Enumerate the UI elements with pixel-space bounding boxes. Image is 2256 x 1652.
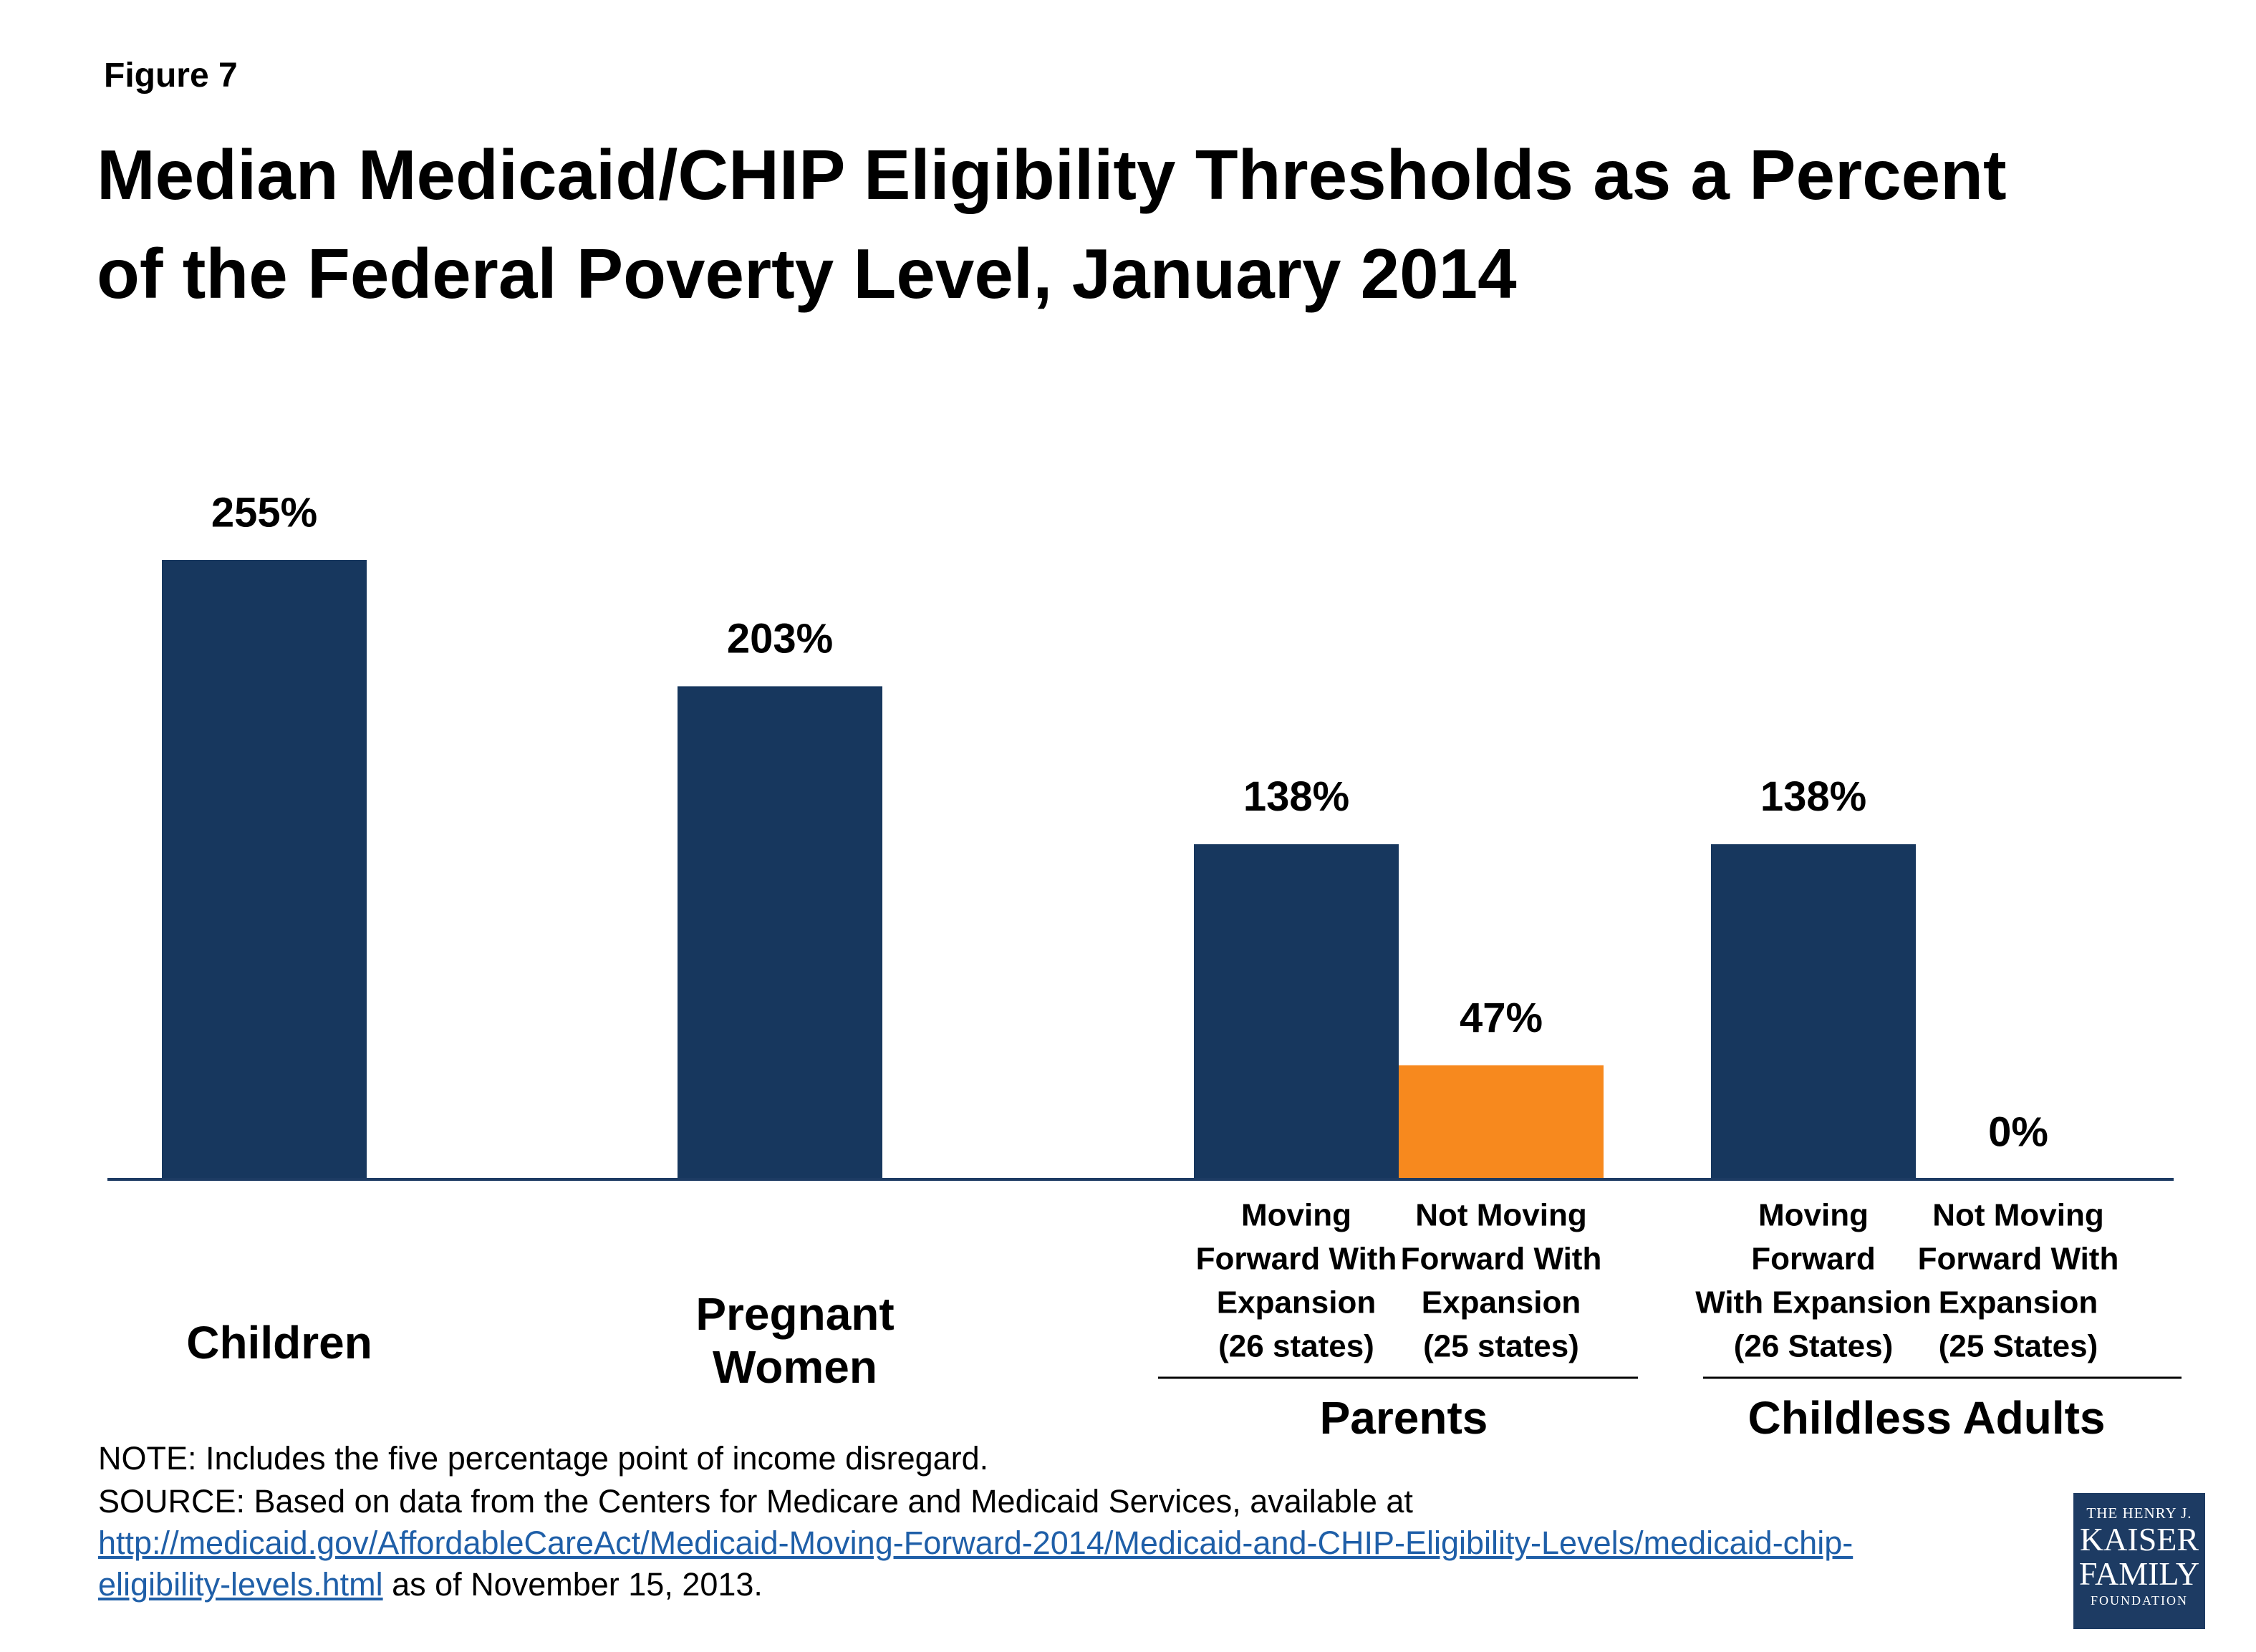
source-url-line-1: http://medicaid.gov/AffordableCareAct/Me…: [98, 1522, 1853, 1564]
group-label-4-line-1: Childless Adults: [1748, 1392, 2105, 1444]
bar-category-label-3-line-4: (26 states): [1218, 1329, 1374, 1364]
data-label-1: 255%: [211, 489, 317, 536]
bar-category-label-4-line-4: (25 states): [1423, 1329, 1579, 1364]
bar-3: [1194, 844, 1399, 1179]
data-label-4: 47%: [1460, 995, 1543, 1041]
bar-category-label-5-line-2: Forward: [1751, 1242, 1876, 1277]
chart-title-line-2: of the Federal Poverty Level, January 20…: [97, 234, 1517, 313]
source-link-part-1[interactable]: http://medicaid.gov/AffordableCareAct/Me…: [98, 1525, 1854, 1561]
bar-category-label-4-line-3: Expansion: [1422, 1285, 1581, 1320]
bar-category-label-5-line-1: Moving: [1758, 1198, 1869, 1233]
data-label-5: 138%: [1760, 773, 1866, 820]
data-label-2: 203%: [727, 616, 833, 662]
bar-category-label-4-line-2: Forward With: [1401, 1242, 1602, 1277]
bar-category-label-6-line-4: (25 States): [1939, 1329, 2098, 1364]
data-label-6: 0%: [1988, 1108, 2048, 1155]
bar-1: [162, 560, 367, 1179]
data-label-3: 138%: [1243, 773, 1349, 820]
group-label-1-line-1: Children: [186, 1317, 372, 1368]
figure-label: Figure 7: [104, 57, 238, 95]
bar-2: [678, 686, 882, 1179]
source-url-line-2: eligibility-levels.html as of November 1…: [98, 1564, 763, 1605]
bar-category-label-5-line-4: (26 States): [1734, 1329, 1894, 1364]
bar-category-label-6-line-2: Forward With: [1918, 1242, 2119, 1277]
source-text: SOURCE: Based on data from the Centers f…: [98, 1483, 1413, 1520]
bar-category-label-3-line-3: Expansion: [1217, 1285, 1377, 1320]
bar-category-label-4-line-1: Not Moving: [1415, 1198, 1587, 1233]
group-label-2-line-2: Women: [713, 1341, 877, 1393]
bar-category-label-6-line-3: Expansion: [1939, 1285, 2098, 1320]
group-label-2-line-1: Pregnant: [695, 1288, 894, 1340]
group-label-3-line-1: Parents: [1320, 1392, 1488, 1444]
source-date-text: as of November 15, 2013.: [382, 1566, 763, 1603]
bar-category-label-3-line-2: Forward With: [1196, 1242, 1397, 1277]
chart-title-line-1: Median Medicaid/CHIP Eligibility Thresho…: [97, 135, 2007, 214]
bar-category-label-3-line-1: Moving: [1241, 1198, 1351, 1233]
note-text: NOTE: Includes the five percentage point…: [98, 1440, 989, 1477]
chart-title: Median Medicaid/CHIP Eligibility Thresho…: [97, 125, 2174, 323]
kaiser-family-foundation-logo: THE HENRY J. KAISER FAMILY FOUNDATION: [2073, 1493, 2205, 1629]
bar-5: [1711, 844, 1916, 1179]
bar-4: [1399, 1065, 1604, 1179]
source-link-part-2[interactable]: eligibility-levels.html: [98, 1566, 383, 1603]
bar-category-label-5-line-3: With Expansion: [1695, 1285, 1932, 1320]
bar-category-label-6-line-1: Not Moving: [1932, 1198, 2104, 1233]
